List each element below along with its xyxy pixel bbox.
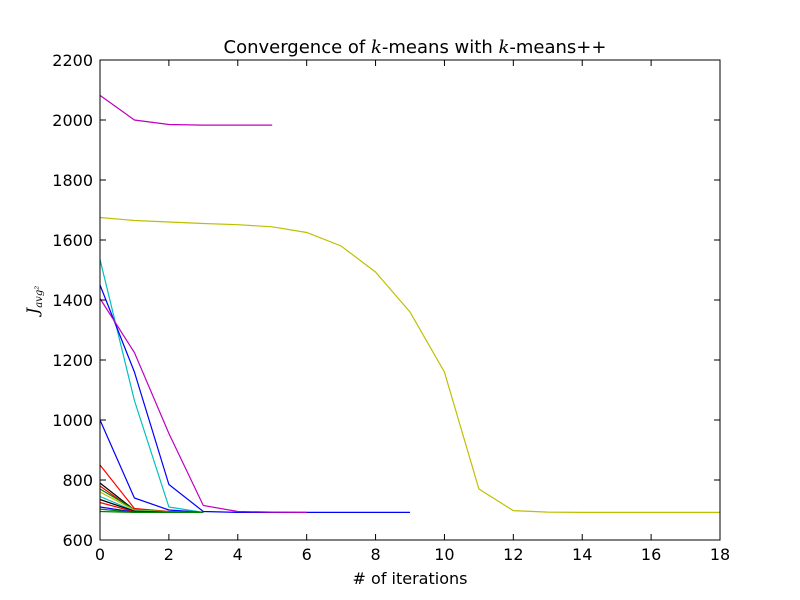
y-tick-label: 600 (62, 531, 93, 550)
y-axis-label-main: J (23, 306, 42, 317)
chart-title-math-1: k (371, 37, 382, 58)
x-tick-label: 12 (503, 545, 523, 564)
x-tick-label: 10 (434, 545, 454, 564)
y-axis-label: Javg² (23, 286, 45, 317)
y-tick-label: 1400 (52, 291, 93, 310)
series-layer (99, 94, 720, 514)
chart-title: Convergence of k-means with k-means++ (224, 37, 607, 58)
x-tick-label: 14 (572, 545, 592, 564)
y-axis-label-sub: avg² (34, 286, 45, 308)
y-tick-label: 1600 (52, 231, 93, 250)
x-axis-label: # of iterations (353, 569, 468, 588)
series-line-6 (99, 419, 204, 513)
x-tick-label: 6 (302, 545, 312, 564)
series-line-4 (99, 284, 410, 514)
series-line-3 (99, 259, 204, 513)
chart-title-middle: -means with (382, 37, 499, 58)
y-tick-label: 1800 (52, 171, 93, 190)
chart-title-prefix: Convergence of (224, 37, 371, 58)
x-tick-label: 8 (370, 545, 380, 564)
y-tick-label: 1200 (52, 351, 93, 370)
tick-layer: 0 2 4 6 8 10 12 14 16 18 600 800 1000 1200 1400 1600 180… (52, 51, 730, 564)
x-tick-label: 16 (641, 545, 661, 564)
x-tick-label: 0 (95, 545, 105, 564)
chart-title-suffix: -means++ (509, 37, 606, 58)
series-line-5 (99, 298, 307, 514)
y-tick-label: 2200 (52, 51, 93, 70)
chart-title-math-2: k (498, 37, 509, 58)
x-tick-label: 2 (164, 545, 174, 564)
x-tick-label: 18 (710, 545, 730, 564)
x-tick-label: 4 (233, 545, 243, 564)
y-tick-label: 800 (62, 471, 93, 490)
y-tick-label: 1000 (52, 411, 93, 430)
series-line-2 (99, 216, 720, 514)
plot-frame (99, 59, 721, 541)
series-line-1 (99, 94, 273, 126)
y-tick-label: 2000 (52, 111, 93, 130)
series-line-17 (99, 510, 204, 514)
